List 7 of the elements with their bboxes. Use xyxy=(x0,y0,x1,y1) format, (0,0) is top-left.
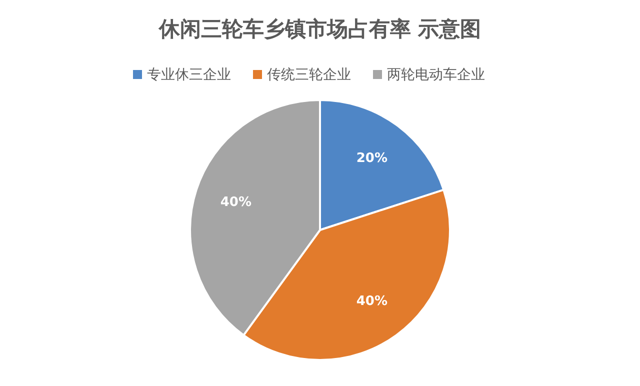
chart-title: 休闲三轮车乡镇市场占有率 示意图 xyxy=(158,17,482,41)
data-label: 40% xyxy=(356,294,388,310)
legend-label: 专业休三企业 xyxy=(147,66,231,83)
data-label: 40% xyxy=(220,195,252,210)
data-label: 20% xyxy=(356,151,388,166)
legend-label: 两轮电动车企业 xyxy=(387,66,485,83)
legend-label: 传统三轮企业 xyxy=(267,66,351,83)
